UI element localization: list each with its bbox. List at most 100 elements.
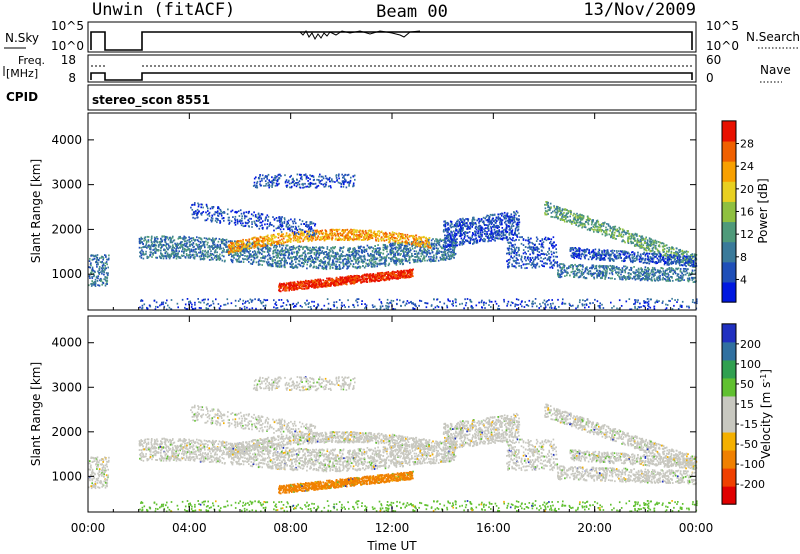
range-gate-cell — [208, 212, 210, 215]
range-gate-cell — [392, 244, 394, 247]
range-gate-cell — [294, 258, 296, 261]
range-gate-cell — [346, 265, 349, 268]
range-gate-cell — [435, 257, 438, 260]
range-gate-cell — [225, 251, 227, 253]
range-gate-cell — [450, 257, 452, 260]
range-gate-cell — [266, 176, 268, 178]
range-gate-cell — [389, 245, 392, 248]
range-gate-cell — [205, 219, 208, 222]
range-gate-cell — [175, 245, 177, 248]
range-gate-cell — [279, 282, 281, 285]
range-gate-cell — [378, 235, 381, 237]
range-gate-cell — [454, 252, 457, 255]
range-gate-cell — [212, 242, 214, 245]
range-gate-cell — [153, 252, 155, 254]
range-gate-cell — [249, 253, 252, 256]
range-gate-cell — [364, 229, 367, 232]
range-gate-cell — [217, 255, 219, 258]
range-gate-cell — [360, 251, 363, 254]
range-gate-cell — [316, 178, 318, 181]
range-gate-cell — [155, 244, 158, 247]
range-gate-cell — [422, 258, 424, 261]
range-gate-cell — [398, 259, 400, 261]
range-gate-cell — [418, 252, 420, 255]
range-gate-cell — [309, 233, 312, 236]
range-gate-cell — [263, 237, 265, 240]
range-gate-cell — [340, 254, 343, 257]
range-gate-cell — [382, 237, 385, 240]
range-gate-cell — [226, 249, 228, 251]
range-gate-cell — [389, 249, 392, 252]
range-gate-cell — [435, 253, 437, 256]
range-gate-cell — [372, 257, 374, 260]
range-gate-cell — [270, 256, 272, 259]
range-gate-cell — [273, 235, 276, 237]
range-gate-cell — [451, 253, 454, 256]
range-gate-cell — [277, 253, 279, 256]
range-gate-cell — [275, 246, 277, 249]
range-gate-cell — [221, 249, 224, 252]
range-gate-cell — [316, 185, 318, 188]
range-gate-cell — [331, 179, 333, 181]
range-gate-cell — [302, 251, 305, 254]
range-gate-cell — [385, 256, 387, 259]
range-gate-cell — [337, 284, 339, 287]
range-gate-cell — [250, 246, 253, 249]
range-gate-cell — [347, 267, 349, 269]
range-gate-cell — [281, 225, 284, 227]
range-gate-cell — [155, 249, 158, 252]
range-gate-cell — [442, 247, 445, 249]
range-gate-cell — [289, 186, 291, 189]
range-gate-cell — [388, 234, 391, 237]
range-gate-cell — [381, 272, 383, 275]
range-gate-cell — [210, 239, 213, 241]
range-gate-cell — [411, 245, 413, 247]
date-title: 13/Nov/2009 — [583, 0, 696, 20]
range-gate-cell — [373, 230, 376, 233]
range-gate-cell — [288, 288, 291, 291]
range-gate-cell — [339, 282, 342, 284]
range-gate-cell — [338, 264, 341, 266]
range-gate-cell — [276, 245, 278, 248]
range-gate-cell — [245, 246, 247, 249]
range-gate-cell — [214, 250, 216, 252]
range-gate-cell — [290, 261, 293, 263]
range-gate-cell — [146, 235, 149, 238]
range-gate-cell — [166, 237, 169, 239]
range-gate-cell — [444, 248, 446, 251]
range-gate-cell — [218, 238, 221, 240]
range-gate-cell — [138, 237, 141, 240]
range-gate-cell — [326, 285, 328, 288]
range-gate-cell — [364, 258, 366, 261]
range-gate-cell — [321, 252, 323, 254]
range-gate-cell — [275, 263, 277, 266]
range-gate-cell — [271, 237, 274, 240]
range-gate-cell — [453, 249, 455, 251]
range-gate-cell — [324, 282, 327, 285]
range-gate-cell — [302, 246, 305, 249]
range-gate-cell — [256, 180, 259, 183]
range-gate-cell — [425, 237, 427, 240]
range-gate-cell — [359, 267, 361, 269]
range-gate-cell — [258, 177, 261, 180]
range-gate-cell — [430, 258, 432, 261]
range-gate-cell — [237, 245, 240, 248]
range-gate-cell — [213, 240, 215, 243]
range-gate-cell — [400, 243, 402, 246]
range-gate-cell — [167, 243, 170, 246]
range-gate-cell — [169, 256, 171, 258]
range-gate-cell — [180, 245, 182, 248]
range-gate-cell — [351, 251, 354, 253]
range-gate-cell — [312, 237, 315, 240]
range-gate-cell — [437, 251, 439, 254]
range-gate-cell — [354, 231, 356, 234]
range-gate-cell — [259, 225, 262, 227]
range-gate-cell — [303, 287, 305, 290]
range-gate-cell — [444, 259, 447, 261]
range-gate-cell — [211, 246, 213, 249]
range-gate-cell — [253, 177, 256, 180]
range-gate-cell — [306, 267, 308, 270]
range-gate-cell — [426, 259, 429, 262]
range-gate-cell — [291, 253, 294, 255]
range-gate-cell — [318, 254, 320, 257]
